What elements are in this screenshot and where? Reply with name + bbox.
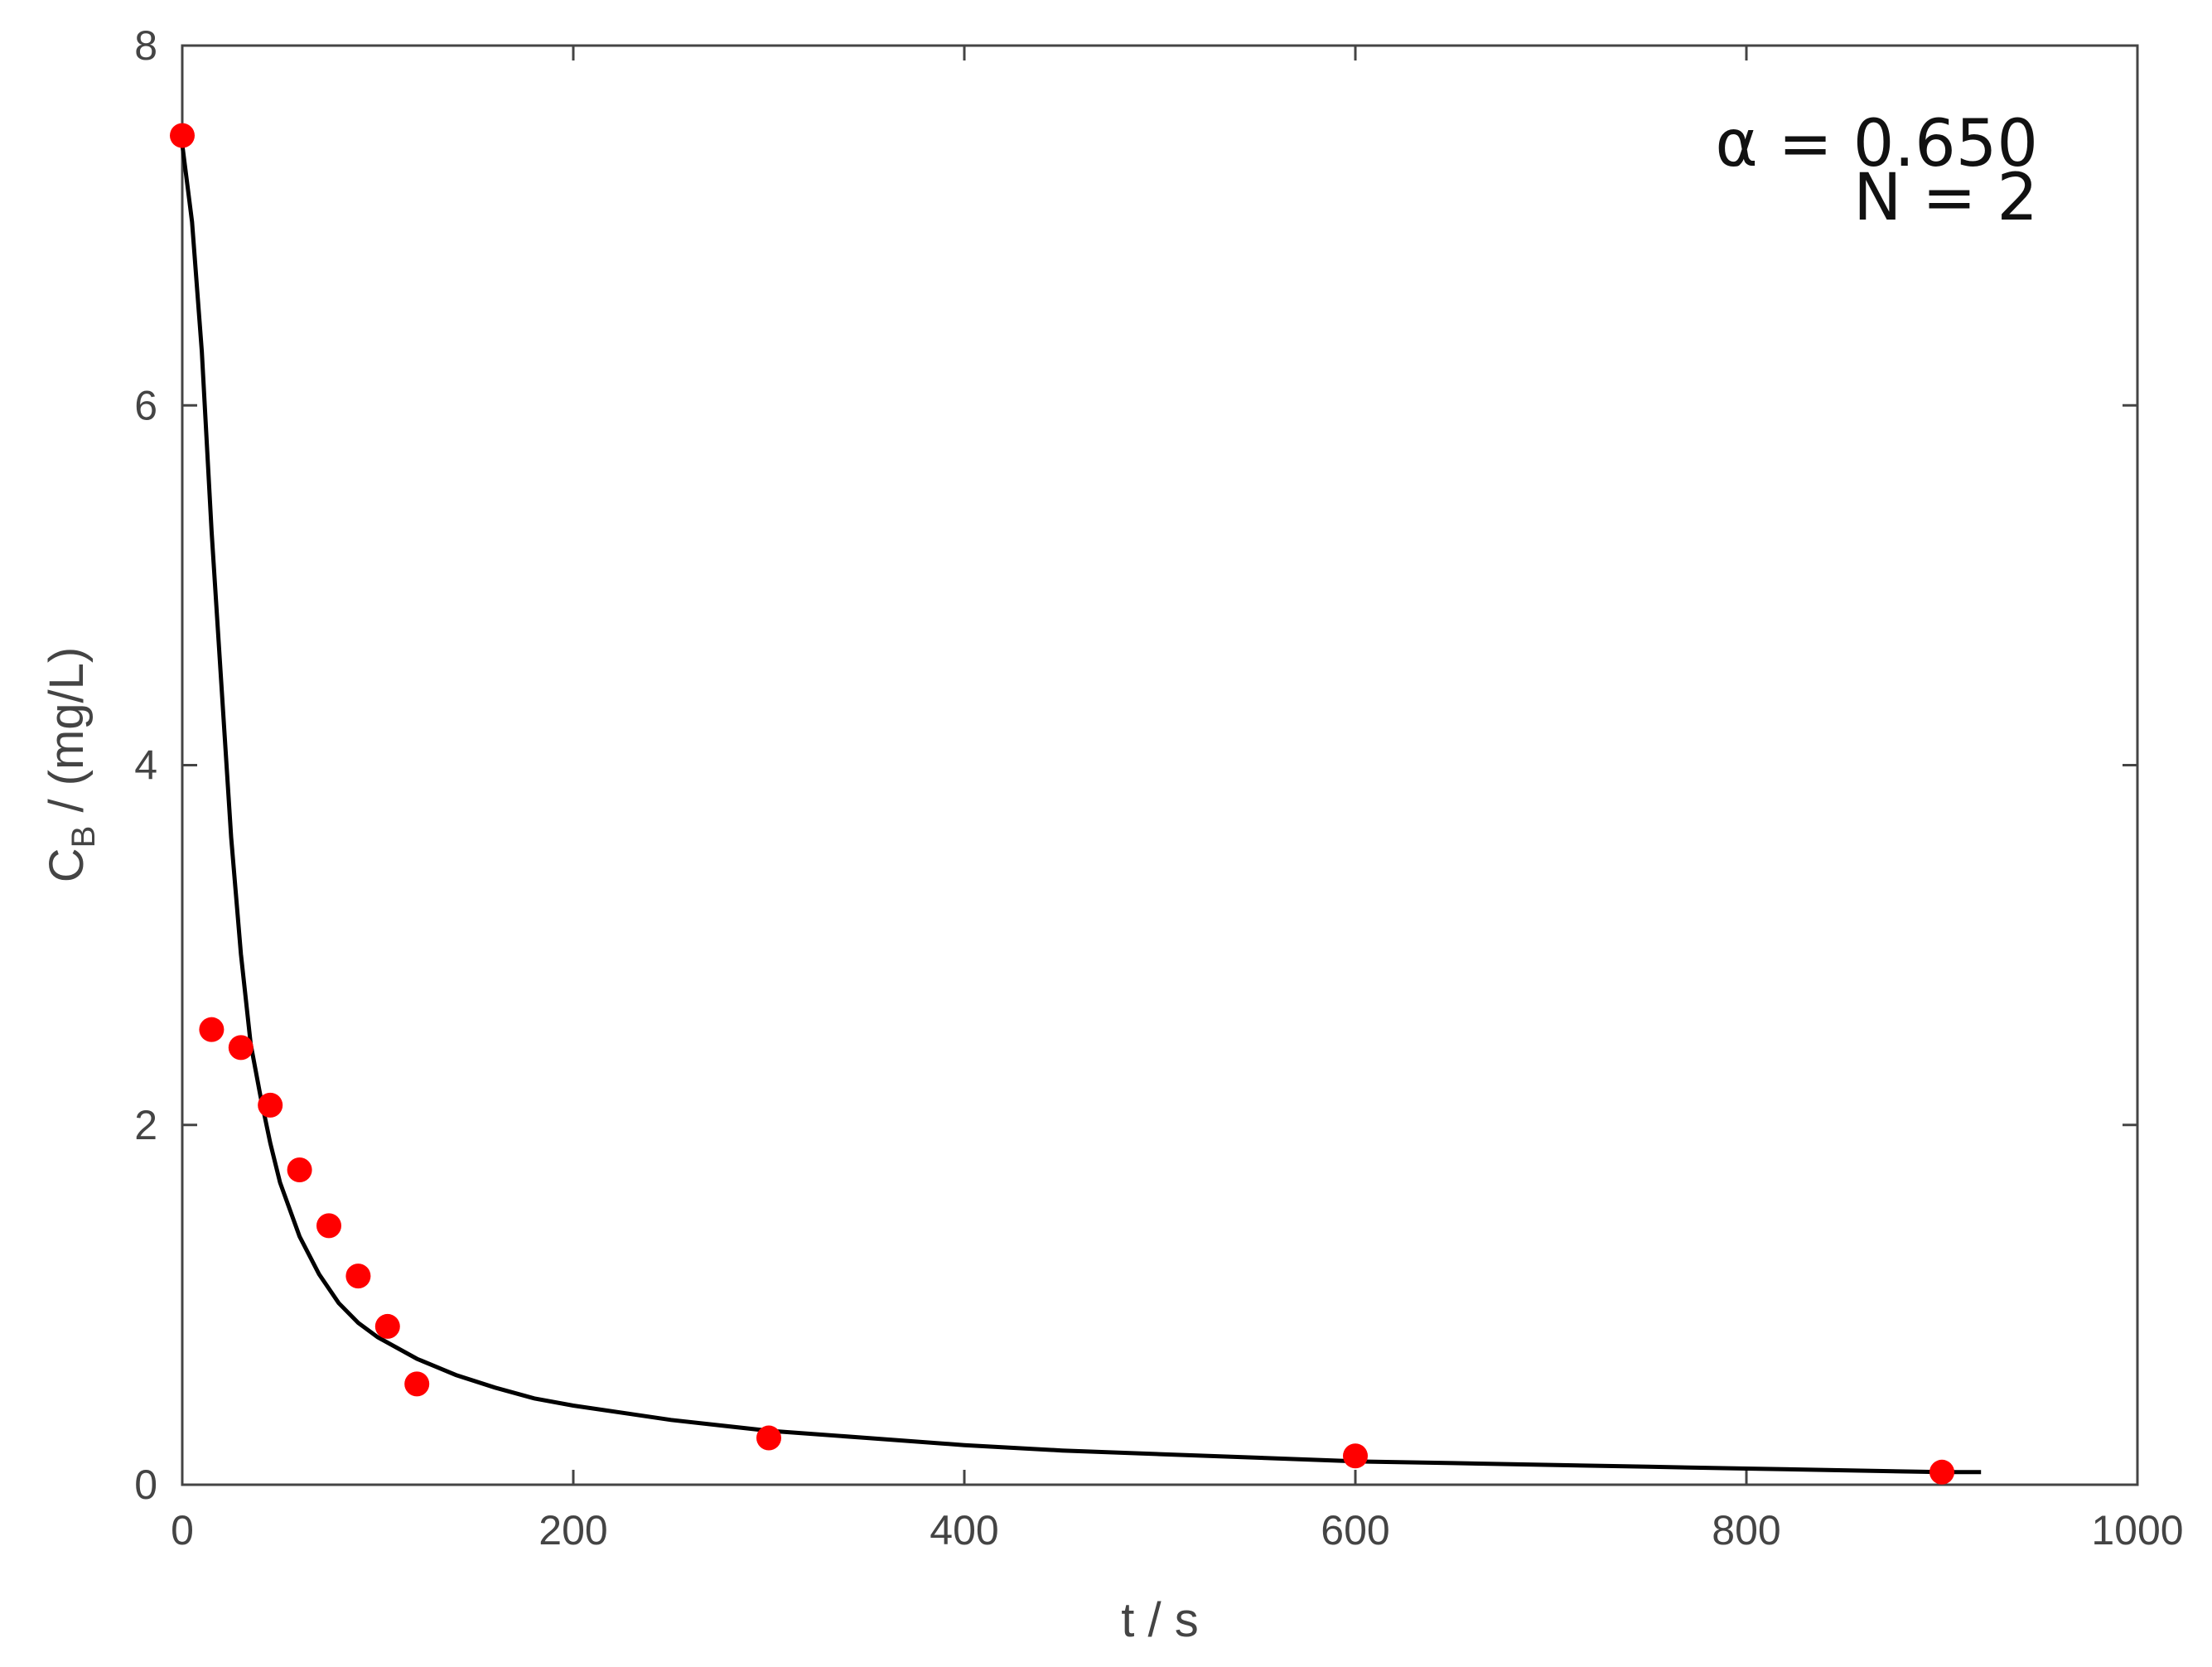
data-point — [170, 123, 195, 148]
data-point — [404, 1371, 430, 1397]
y-tick-label: 8 — [134, 22, 157, 69]
y-axis-label-subscript: B — [65, 826, 102, 848]
data-points — [170, 123, 1954, 1485]
fit-curve — [180, 144, 1982, 1475]
x-tick-label: 600 — [1321, 1507, 1389, 1553]
data-point — [199, 1017, 225, 1042]
x-tick-label: 400 — [930, 1507, 998, 1553]
y-axis-label: CB / (mg/L) — [40, 647, 102, 883]
data-point — [258, 1092, 283, 1118]
data-point — [228, 1035, 254, 1061]
y-axis-label-main: C — [40, 848, 94, 882]
x-tick-label: 200 — [539, 1507, 607, 1553]
x-tick-label: 0 — [171, 1507, 194, 1553]
axis-ticks — [181, 44, 2139, 1486]
y-tick-label: 0 — [134, 1462, 157, 1508]
data-point — [345, 1264, 371, 1289]
y-axis-label-rest: / (mg/L) — [40, 647, 94, 826]
data-point — [316, 1213, 341, 1239]
data-point — [756, 1425, 781, 1451]
data-point — [374, 1313, 400, 1339]
data-point — [1343, 1443, 1368, 1469]
axis-tick-labels: 0 200 400 600 800 1000 0 2 4 6 8 — [134, 22, 2183, 1553]
y-tick-label: 6 — [134, 382, 157, 428]
x-tick-label: 800 — [1712, 1507, 1780, 1553]
annotation-n: N = 2 — [1853, 161, 2038, 235]
data-point — [287, 1157, 312, 1183]
x-axis-label: t / s — [1121, 1593, 1198, 1647]
y-tick-label: 4 — [134, 742, 157, 789]
data-point — [1929, 1459, 1954, 1485]
annotation-alpha: α = 0.650 — [1715, 107, 2038, 181]
plot-frame — [181, 44, 2139, 1486]
x-tick-label: 1000 — [2091, 1507, 2183, 1553]
y-tick-label: 2 — [134, 1102, 157, 1148]
